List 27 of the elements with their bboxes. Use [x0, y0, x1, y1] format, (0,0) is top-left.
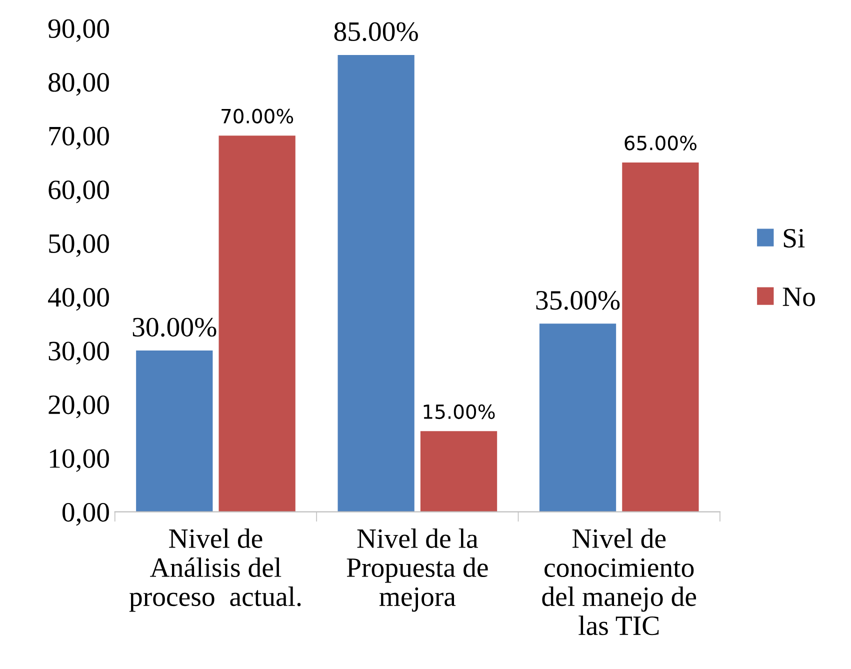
- y-tick-label: 70,00: [49, 126, 109, 150]
- y-tick-label: 0,00: [62, 502, 109, 526]
- bar: [338, 54, 414, 512]
- y-tick-label: 20,00: [48, 395, 109, 418]
- y-tick-label: 90,00: [48, 19, 109, 42]
- data-label: 85.00%: [334, 22, 418, 42]
- data-label: 35.00%: [536, 290, 620, 310]
- y-tick-label: 80,00: [48, 73, 109, 96]
- bar: [420, 431, 498, 512]
- data-label: 65.00%: [624, 136, 696, 150]
- bar: [218, 136, 296, 512]
- data-label: 70.00%: [222, 108, 294, 124]
- x-tick-label: Nivel de conocimiento del manejo de las TIC: [542, 528, 696, 636]
- legend-label: Si: [784, 228, 805, 248]
- x-tick-label: Nivel de Análisis del proceso actual.: [129, 528, 301, 612]
- y-tick-label: 30,00: [48, 342, 109, 364]
- data-label: 30.00%: [132, 318, 216, 337]
- y-tick-label: 10,00: [50, 449, 109, 472]
- y-tick-label: 50,00: [49, 234, 109, 257]
- data-label: 15.00%: [424, 404, 495, 420]
- legend-label: No: [782, 288, 815, 306]
- y-tick-label: 40,00: [48, 288, 109, 311]
- y-tick-label: 60,00: [48, 180, 109, 204]
- bar: [136, 350, 213, 512]
- x-tick-label: Nivel de la Propuesta de mejora: [346, 528, 488, 612]
- bar: [622, 162, 699, 512]
- bar: [539, 324, 616, 512]
